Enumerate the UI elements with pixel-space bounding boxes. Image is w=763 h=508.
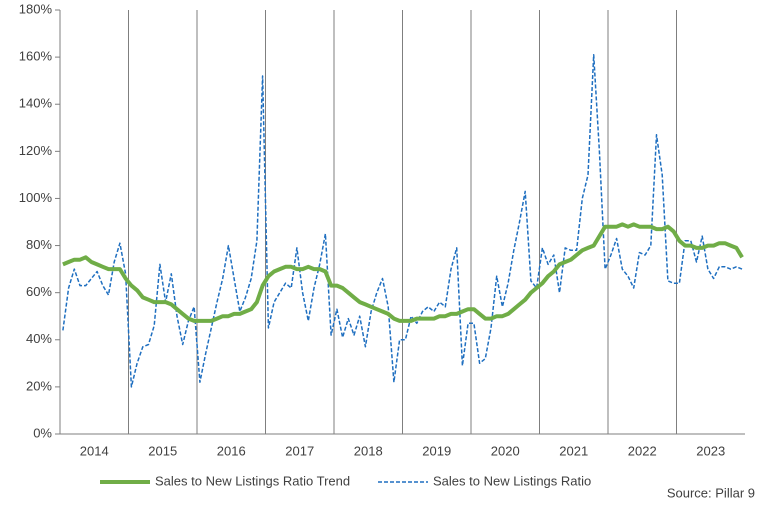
x-tick-label: 2017 (285, 443, 314, 458)
legend-label: Sales to New Listings Ratio (433, 473, 591, 488)
x-tick-label: 2015 (148, 443, 177, 458)
y-tick-label: 60% (26, 284, 52, 299)
source-note: Source: Pillar 9 (667, 485, 755, 500)
x-tick-label: 2021 (559, 443, 588, 458)
x-tick-label: 2016 (217, 443, 246, 458)
x-tick-label: 2020 (491, 443, 520, 458)
y-tick-label: 140% (19, 96, 53, 111)
y-tick-label: 180% (19, 1, 53, 16)
y-tick-label: 0% (33, 425, 52, 440)
x-tick-label: 2018 (354, 443, 383, 458)
x-tick-label: 2023 (696, 443, 725, 458)
y-tick-label: 40% (26, 331, 52, 346)
x-tick-label: 2019 (422, 443, 451, 458)
x-tick-label: 2014 (80, 443, 109, 458)
y-tick-label: 120% (19, 143, 53, 158)
series-line (62, 222, 744, 323)
y-tick-label: 160% (19, 49, 53, 64)
y-tick-label: 80% (26, 237, 52, 252)
y-tick-label: 100% (19, 190, 53, 205)
legend-label: Sales to New Listings Ratio Trend (155, 473, 350, 488)
x-tick-label: 2022 (628, 443, 657, 458)
y-tick-label: 20% (26, 378, 52, 393)
